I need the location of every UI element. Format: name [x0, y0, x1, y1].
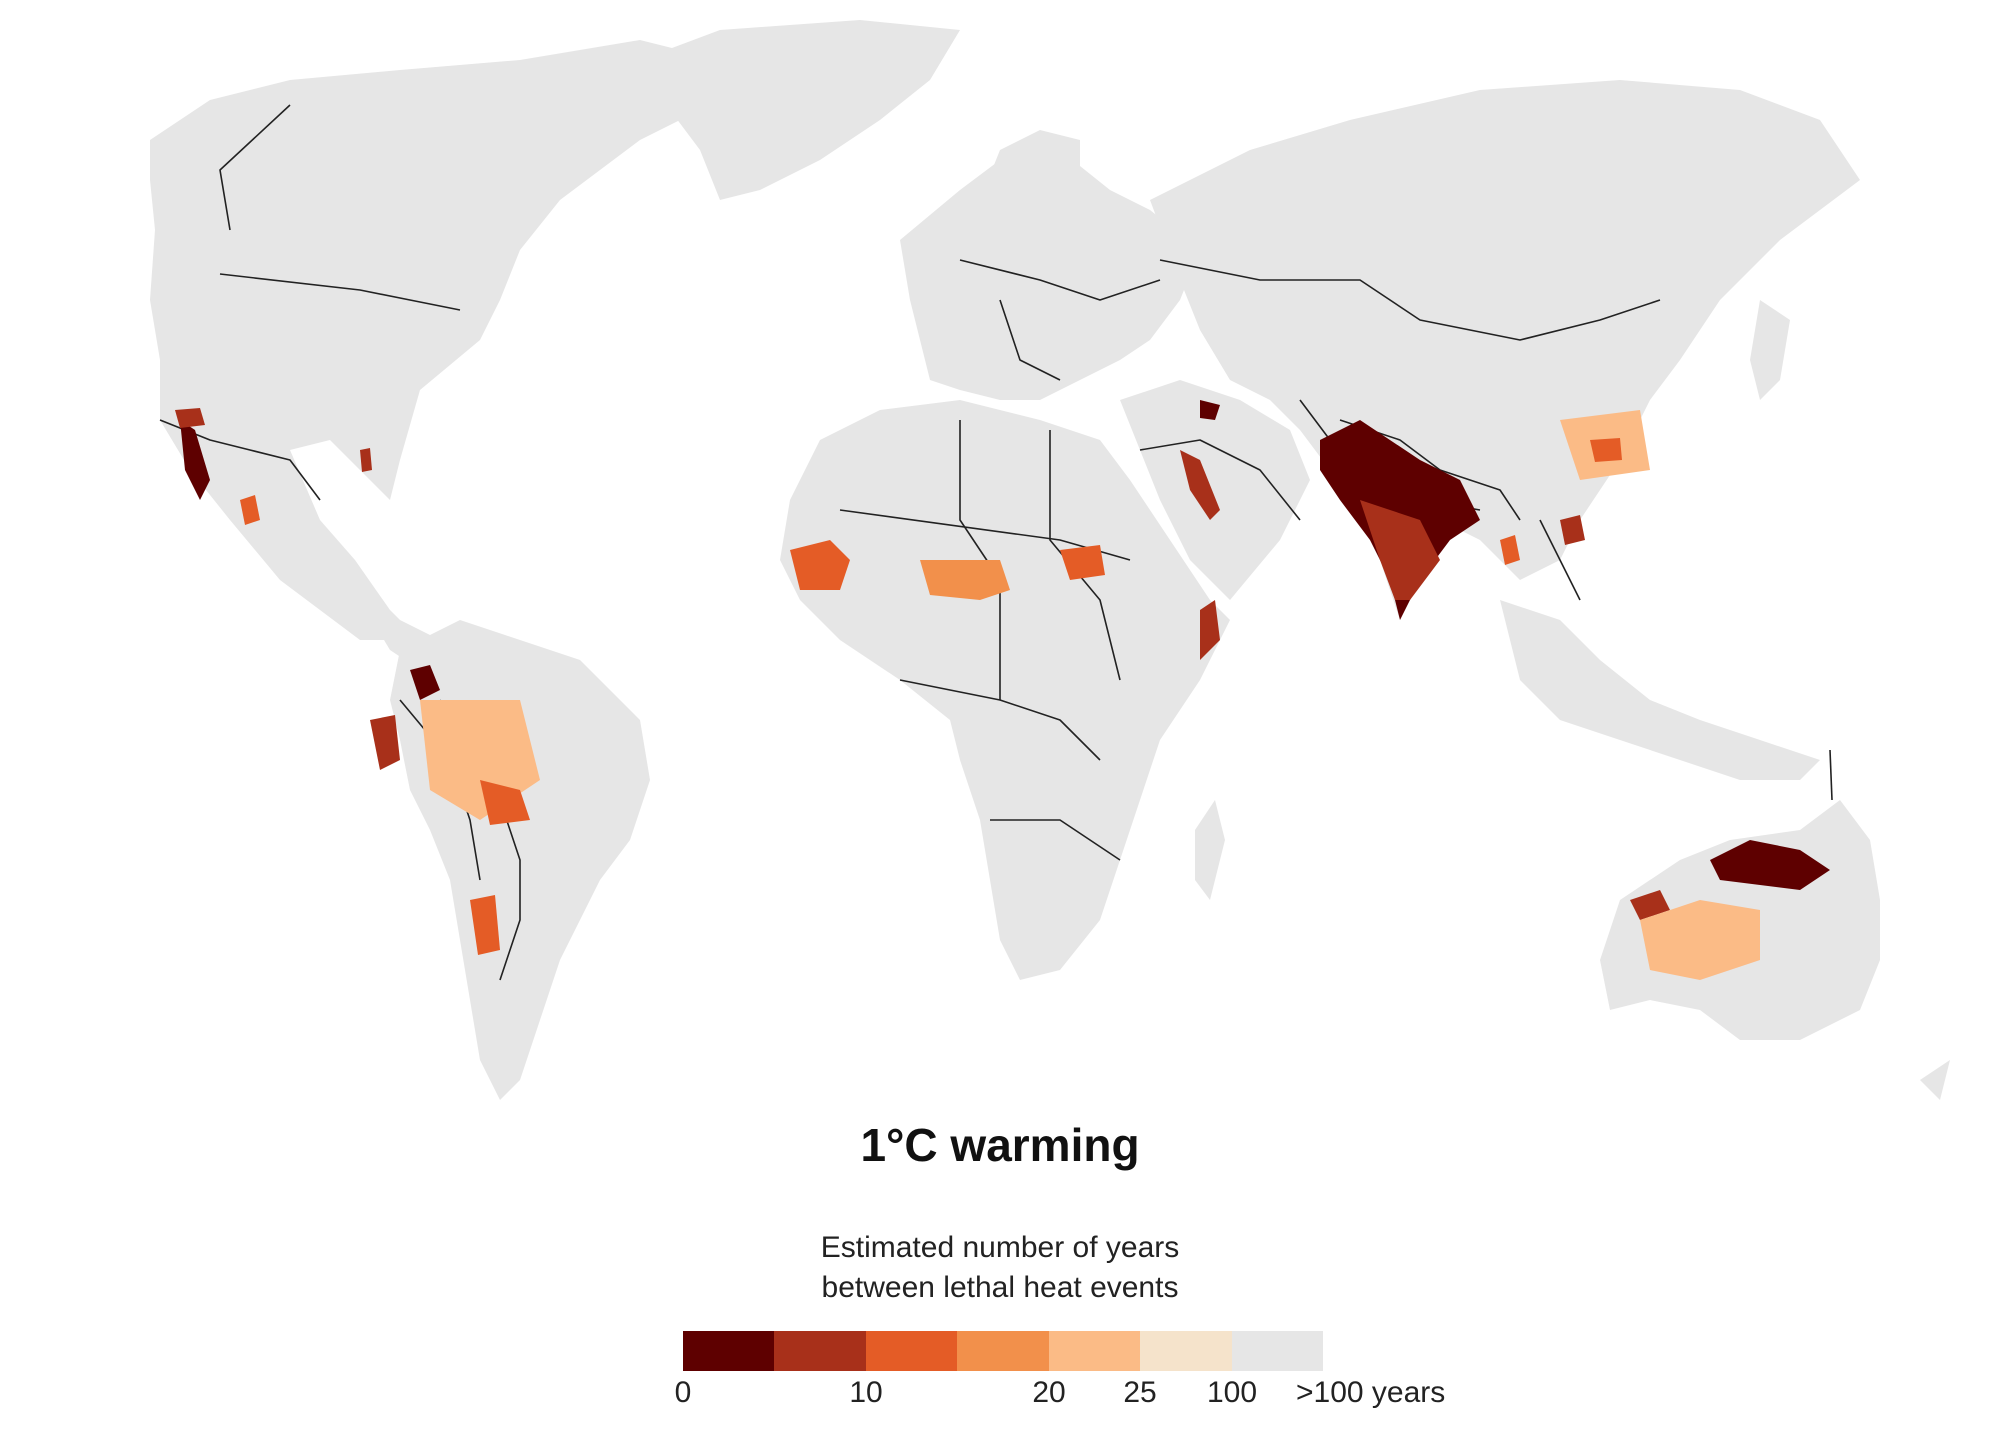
legend-tick-100: 100 [1206, 1376, 1258, 1409]
legend-ticks: 0 10 20 25 100 >100 years [0, 1376, 2000, 1416]
border-africa-b [899, 679, 1101, 761]
border-asia-d [1539, 519, 1581, 601]
land-middle-east [1120, 380, 1310, 600]
legend-tick-20: 20 [1032, 1376, 1066, 1409]
land-asia [1150, 80, 1860, 620]
legend-title-line1: Estimated number of years [820, 1231, 1180, 1264]
legend-swatch-4 [1048, 1331, 1141, 1371]
land-madagascar [1195, 800, 1225, 900]
heat-persian-gulf [1200, 400, 1220, 420]
heat-sudan [1060, 545, 1105, 580]
land-europe [900, 150, 1200, 400]
land-southeast-asia [1500, 600, 1820, 780]
heat-australia-west [1630, 890, 1670, 920]
world-map [150, 20, 1950, 1100]
land-north-america [150, 40, 720, 640]
heat-gulf [1180, 450, 1220, 520]
legend-swatch-3 [957, 1331, 1049, 1371]
legend-tick-10: 10 [849, 1376, 883, 1409]
legend-swatch-1 [774, 1331, 866, 1371]
heat-myanmar [1500, 535, 1520, 565]
heat-amazon-core [480, 780, 530, 825]
legend-color-bar [683, 1331, 1323, 1371]
legend-swatch-5 [1140, 1331, 1232, 1371]
land-greenland [640, 20, 960, 200]
legend-title-line2: between lethal heat events [821, 1271, 1179, 1304]
heat-china-core [1590, 438, 1622, 462]
heat-horn-africa [1200, 600, 1220, 660]
border-europe-a [959, 259, 1161, 301]
border-middle-east [1139, 439, 1301, 521]
land-africa [780, 400, 1230, 980]
legend-swatch-2 [865, 1331, 958, 1371]
border-africa-c [959, 420, 1001, 700]
legend-tick-gt100: >100 years [1296, 1376, 1446, 1409]
legend-title: Estimated number of years between lethal… [0, 1228, 2000, 1308]
border-africa-a [839, 509, 1131, 561]
border-us-canada [219, 273, 461, 311]
land-japan [1750, 300, 1790, 400]
land-uk [920, 240, 945, 300]
land-scandinavia [980, 130, 1080, 230]
legend-swatch-0 [683, 1331, 775, 1371]
heat-chaco [470, 895, 500, 955]
heat-india-edge [1360, 500, 1440, 600]
heat-us-southwest [175, 408, 205, 428]
border-alaska [219, 104, 291, 231]
map-title: 1°C warming [860, 1119, 1140, 1171]
border-africa-e [990, 819, 1121, 861]
border-png [1829, 749, 1833, 801]
heat-florida [360, 448, 372, 472]
border-asia-a [1159, 259, 1661, 341]
legend-tick-0: 0 [674, 1376, 692, 1409]
land-new-zealand [1920, 1060, 1950, 1100]
heat-mexico-west [180, 420, 210, 500]
heat-sahel [920, 560, 1010, 600]
heat-cells [175, 400, 1830, 980]
heat-southeast-asia [1560, 515, 1585, 545]
legend-tick-25: 25 [1123, 1376, 1157, 1409]
heat-gulf-mexico [240, 495, 260, 525]
heat-peru [370, 715, 400, 770]
heat-australia-inland [1640, 900, 1760, 980]
legend-swatch-6 [1231, 1331, 1323, 1371]
heat-west-africa [790, 540, 850, 590]
heat-australia-north [1710, 840, 1830, 890]
heat-colombia [410, 665, 440, 700]
border-europe-b [999, 299, 1061, 381]
